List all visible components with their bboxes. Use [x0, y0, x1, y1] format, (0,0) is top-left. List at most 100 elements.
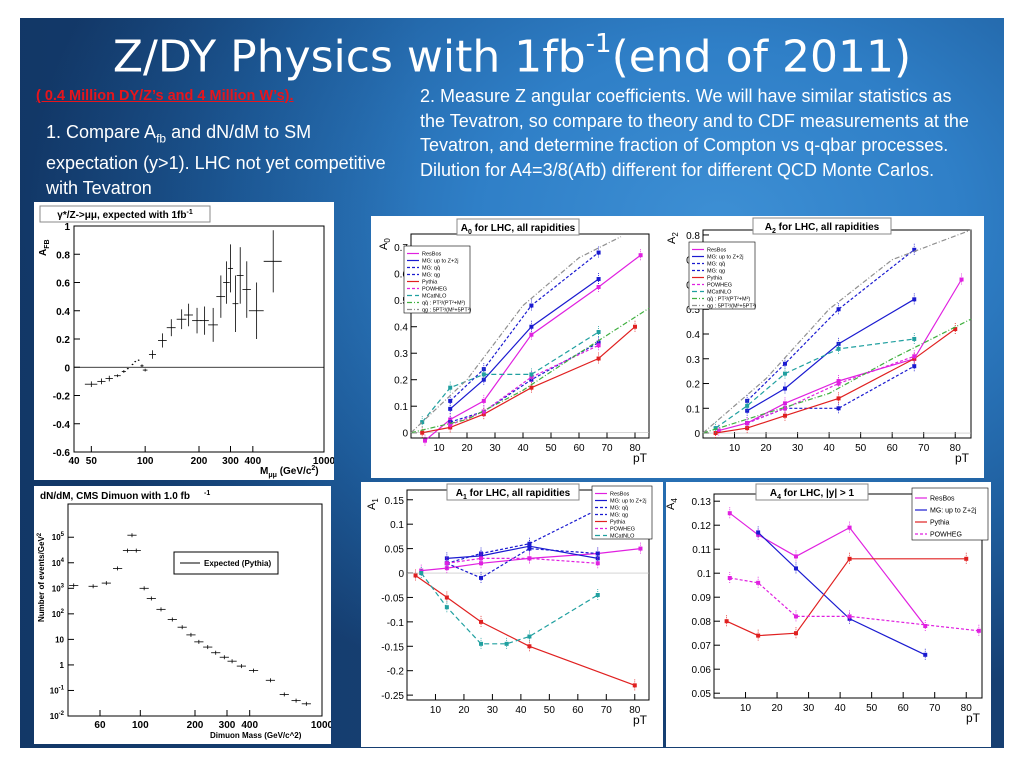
data-point [137, 359, 140, 361]
x-tick-label: 100 [137, 456, 154, 467]
series-marker [847, 556, 852, 561]
series-marker [444, 556, 449, 561]
data-point [248, 668, 259, 673]
series-marker [745, 403, 750, 408]
x-tick-label: 80 [961, 703, 973, 714]
series-marker [756, 633, 761, 638]
legend-label: MG: qg [422, 272, 440, 278]
legend: Expected (Pythia) [173, 551, 279, 575]
y-axis-label: A4 [666, 498, 679, 510]
series-marker [923, 652, 928, 657]
data-point [131, 363, 134, 366]
chart-title-rest: for LHC, all rapidities [776, 222, 880, 233]
y-axis-label-main: A [366, 502, 378, 510]
x-tick-label: 200 [191, 456, 208, 467]
chart-title: A2 for LHC, all rapidities [765, 222, 880, 235]
data-point [216, 275, 226, 318]
y-tick-label: 1 [60, 661, 65, 670]
series-marker [529, 324, 534, 329]
data-point [208, 307, 218, 342]
x-tick-label: 1000 [311, 720, 331, 731]
legend-label: MG: qq̄ [610, 505, 628, 511]
legend-box [591, 485, 653, 540]
y-tick-label: 10-2 [50, 711, 65, 721]
series-line [422, 326, 636, 434]
series-qg_fn [410, 307, 650, 434]
data-point [126, 367, 129, 370]
series-line [757, 531, 926, 656]
data-point [148, 350, 157, 359]
legend-label: MCatNLO [610, 533, 635, 539]
series-line [715, 328, 956, 434]
series-line [746, 249, 915, 402]
series-line [421, 548, 641, 572]
series-line [410, 236, 622, 434]
title-box [446, 483, 580, 501]
plot-frame [67, 503, 323, 717]
chart-title-rest: for LHC, all rapidities [472, 223, 576, 234]
y-axis-label-main: A [666, 236, 678, 244]
bullet-text-1: 1. Compare Afb and dN/dM to SM expectati… [46, 120, 386, 200]
series-mcatnlo [713, 332, 917, 435]
x-tick-label: 70 [929, 703, 941, 714]
data-point [114, 374, 121, 378]
y-tick-label: 10-1 [50, 685, 65, 695]
data-point [186, 632, 196, 637]
x-tick-label: 20 [458, 705, 470, 716]
series-marker [633, 324, 637, 329]
a2-chart: A2 for LHC, all rapidities00.10.20.30.40… [661, 216, 984, 478]
text1-part-a: 1. Compare A [46, 122, 157, 142]
series-marker [596, 284, 601, 289]
series-mcatnlo [419, 567, 600, 650]
series-marker [912, 354, 917, 359]
x-tick-label: 50 [866, 703, 878, 714]
y-tick-label: -0.4 [53, 420, 71, 431]
x-tick-label: 30 [489, 443, 501, 454]
y-tick-label: 10 [55, 635, 64, 644]
y-tick-label: -0.25 [381, 691, 404, 702]
x-tick-label: 200 [187, 720, 204, 731]
legend-label: MCatNLO [707, 289, 732, 295]
y-tick-label: 0.8 [686, 231, 700, 242]
data-point [84, 381, 98, 388]
series-line [446, 547, 598, 579]
series-qqbar_fn [702, 229, 972, 434]
y-axis-label: A2 [666, 232, 680, 244]
series-line [446, 508, 599, 564]
series-line [702, 318, 972, 434]
x-tick-label: 10 [430, 705, 442, 716]
chart-title: dN/dM, CMS Dimuon with 1.0 fb [40, 491, 190, 502]
slide-title: Z/DY Physics with 1fb-1(end of 2011) [0, 18, 1024, 88]
data-point [184, 303, 193, 327]
data-point [223, 261, 230, 304]
y-tick-label: -0.6 [53, 448, 71, 459]
series-marker [716, 428, 721, 433]
y-tick-label: 0.05 [385, 545, 405, 556]
y-axis-label-sub: 1 [371, 498, 380, 503]
x-tick-label: 70 [918, 443, 930, 454]
data-point [105, 375, 113, 382]
chart-title-sub: 2 [772, 228, 776, 235]
data-point [97, 378, 106, 385]
chart-title-rest: for LHC, all rapidities [467, 488, 571, 499]
data-point [203, 645, 213, 650]
title-box [755, 483, 869, 501]
x-axis-label-sub: μμ [268, 472, 277, 479]
series-line [718, 279, 963, 432]
legend-label: MG: qq̄ [422, 265, 440, 271]
legend-label: POWHEG [422, 286, 447, 292]
series-marker [527, 556, 532, 561]
legend-label: MG: up to Z+2j [610, 498, 647, 504]
series-marker [847, 525, 852, 530]
chart-title-rest: for LHC, |y| > 1 [781, 488, 855, 499]
data-point [88, 584, 98, 589]
series-line [446, 545, 598, 559]
data-point [227, 659, 237, 664]
data-point [194, 639, 204, 644]
series-qg_fn [702, 318, 972, 434]
y-tick-label: -0.2 [53, 392, 71, 403]
x-axis-label: pT [966, 711, 981, 725]
x-tick-label: 60 [898, 703, 910, 714]
chart-title-main: A [461, 223, 468, 234]
